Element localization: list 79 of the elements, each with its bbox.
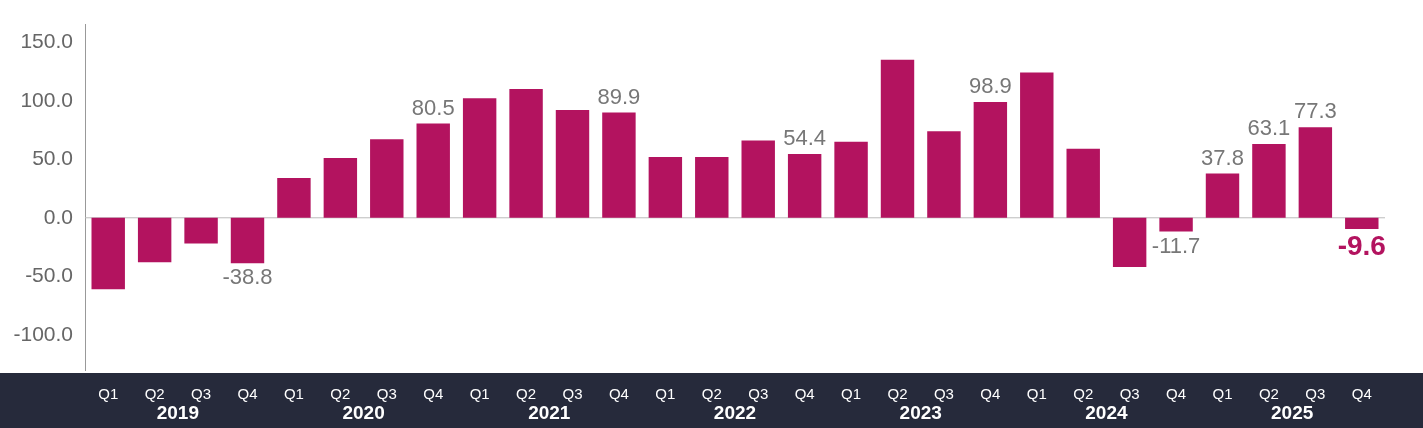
x-tick-label: Q3 (376, 385, 397, 403)
data-label: 98.9 (968, 73, 1012, 99)
bar (1112, 217, 1147, 267)
text: 2025 (1271, 402, 1314, 424)
bar (1159, 217, 1193, 232)
x-tick-label: Q4 (423, 385, 444, 403)
x-tick-label: Q2 (330, 385, 351, 403)
bar (416, 123, 450, 218)
bar (184, 217, 218, 244)
bar (927, 131, 961, 218)
y-tick-label: -50.0 (25, 263, 73, 287)
x-tick-label: Q1 (98, 385, 119, 403)
bar (1066, 148, 1100, 218)
x-tick-label: Q2 (516, 385, 537, 403)
data-label: -9.6 (1337, 229, 1386, 261)
x-tick-label: Q3 (1305, 385, 1326, 403)
bar (695, 156, 729, 218)
text: 2020 (342, 402, 385, 424)
y-tick-label: 0.0 (43, 204, 73, 228)
x-tick-label: Q4 (237, 385, 258, 403)
x-tick-label: Q3 (191, 385, 212, 403)
x-tick-label: Q2 (1073, 385, 1094, 403)
text: 2019 (156, 402, 199, 424)
x-tick-label: Q2 (144, 385, 165, 403)
bar (91, 217, 125, 290)
x-tick-label: Q2 (887, 385, 908, 403)
bar (741, 140, 775, 218)
bar (137, 217, 172, 263)
bar (323, 158, 358, 218)
bar (509, 89, 543, 218)
bar (1020, 72, 1054, 218)
y-tick-label: -100.0 (13, 321, 73, 345)
x-tick-label: Q1 (1212, 385, 1233, 403)
bar (555, 110, 590, 218)
y-tick-label: 150.0 (20, 28, 73, 52)
x-tick-label: Q3 (748, 385, 769, 403)
data-label: 80.5 (411, 94, 455, 120)
data-label: 37.8 (1201, 144, 1244, 170)
text: 2021 (528, 402, 571, 424)
data-label: 63.1 (1247, 114, 1291, 140)
bar (834, 141, 868, 218)
x-tick-label: Q1 (283, 385, 304, 403)
x-tick-label: Q1 (1026, 385, 1047, 403)
x-tick-label: Q1 (841, 385, 862, 403)
data-label: -11.7 (1151, 232, 1201, 258)
text: 2022 (713, 402, 757, 424)
y-tick-label: 100.0 (20, 87, 73, 111)
x-tick-label: Q3 (562, 385, 583, 403)
data-label: 77.3 (1293, 98, 1337, 124)
text: 2024 (1085, 402, 1128, 424)
data-label: 54.4 (783, 125, 827, 151)
bar (973, 101, 1008, 218)
bar (1298, 127, 1333, 218)
x-tick-label: Q4 (794, 385, 815, 403)
text: 2023 (899, 402, 942, 424)
x-tick-label: Q3 (1119, 385, 1140, 403)
x-tick-label: Q2 (1258, 385, 1279, 403)
data-label: 89.9 (597, 83, 641, 109)
bar (787, 154, 822, 218)
x-tick-label: Q4 (608, 385, 629, 403)
bar (1252, 143, 1286, 218)
x-tick-label: Q4 (1351, 385, 1372, 403)
bar (602, 112, 636, 218)
bar (1345, 217, 1379, 230)
bar (648, 156, 683, 218)
y-tick-label: 50.0 (32, 146, 73, 170)
x-tick-label: Q4 (1166, 385, 1187, 403)
bar (370, 139, 404, 218)
bar (1205, 173, 1240, 218)
bar (230, 217, 265, 264)
data-label: -38.8 (222, 264, 273, 290)
x-tick-label: Q2 (701, 385, 722, 403)
x-tick-label: Q4 (980, 385, 1001, 403)
x-tick-label: Q3 (933, 385, 954, 403)
x-tick-label: Q1 (655, 385, 676, 403)
bar (277, 177, 311, 218)
bar (462, 98, 497, 218)
bar (880, 59, 915, 218)
x-tick-label: Q1 (469, 385, 490, 403)
